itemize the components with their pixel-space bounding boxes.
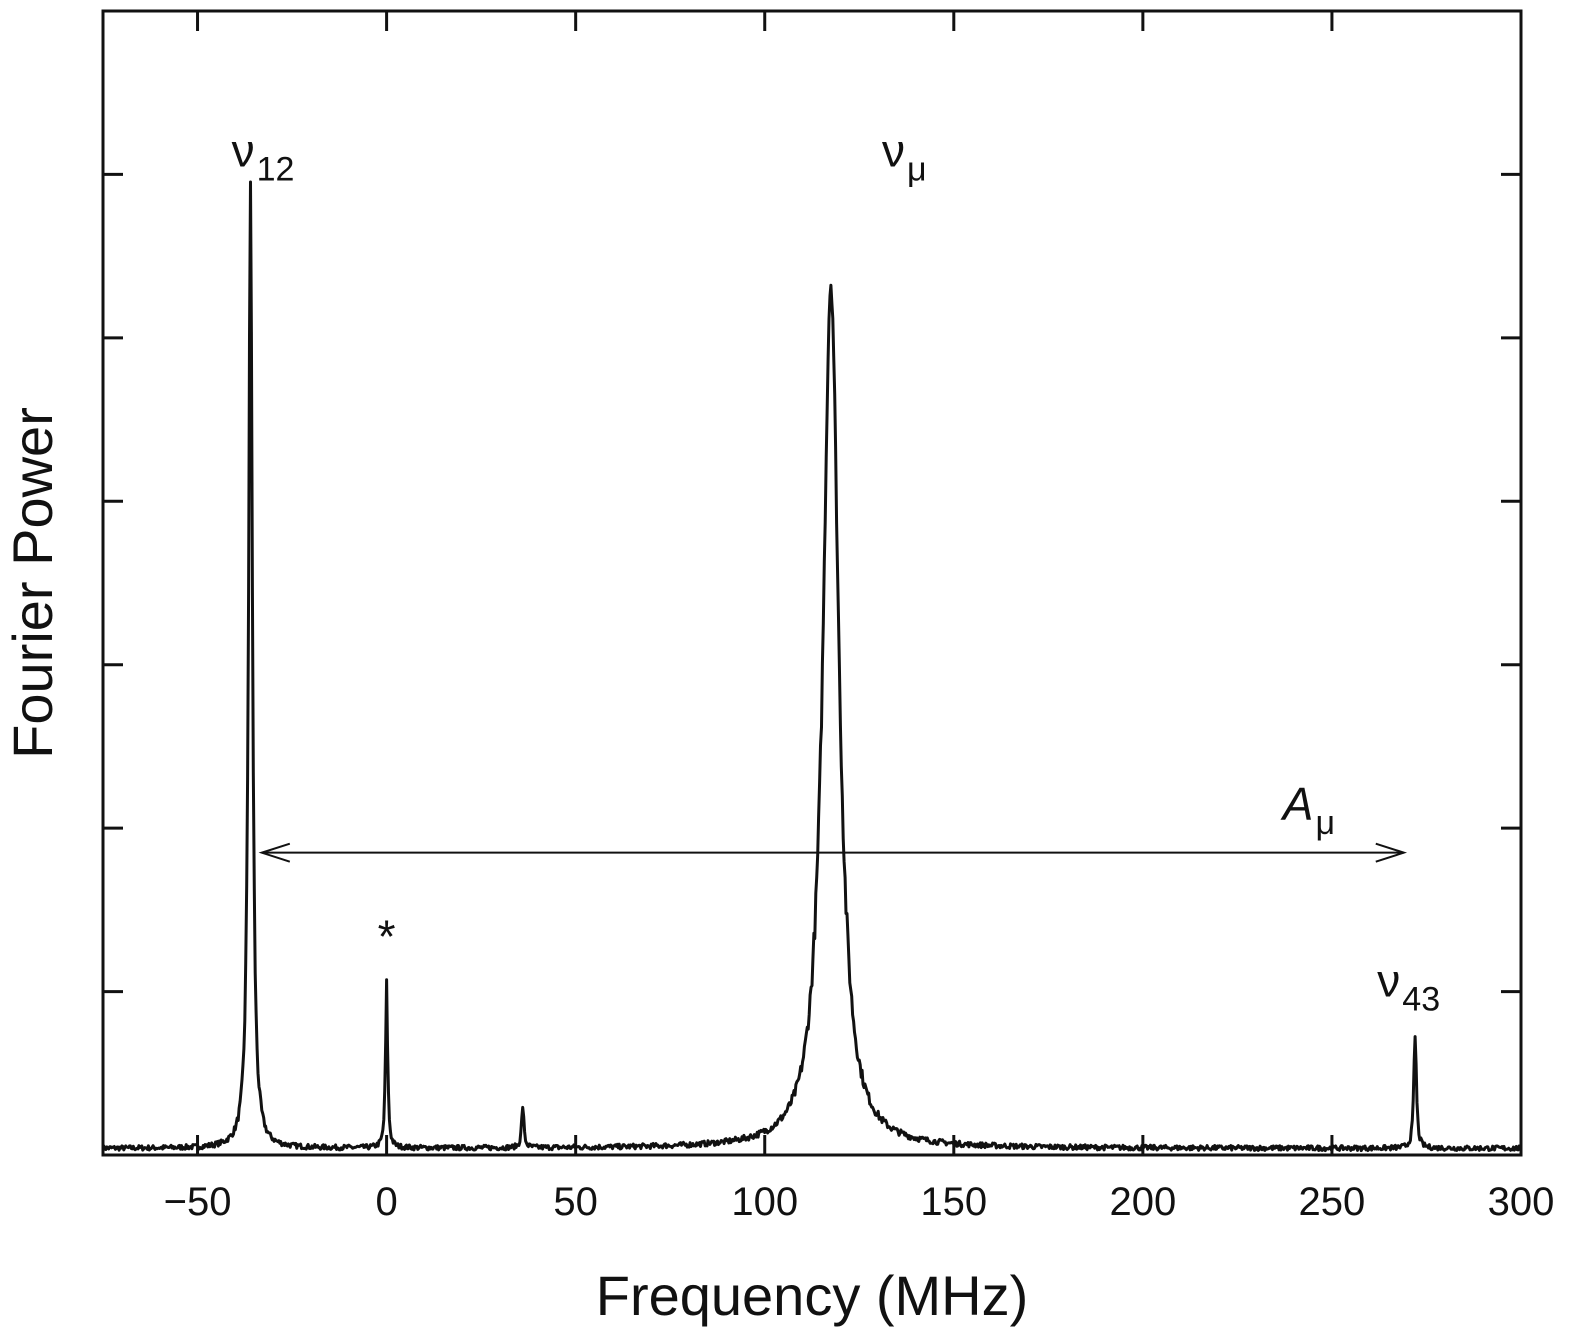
y-axis-title: Fourier Power (1, 407, 64, 759)
annotation-symbol: * (378, 910, 396, 962)
arrow-head-left (258, 842, 291, 863)
x-tick-label: 200 (1109, 1180, 1176, 1224)
annotation-subscript: μ (1315, 804, 1335, 842)
plot-frame (101, 9, 1523, 1157)
x-axis-title: Frequency (MHz) (596, 1264, 1029, 1327)
annotation-nu43: ν43 (1377, 954, 1440, 1018)
annotation-symbol: ν (1377, 954, 1400, 1006)
annotation-star: * (378, 910, 396, 962)
annotation-subscript: 43 (1402, 980, 1440, 1018)
annotation-subscript: 12 (257, 150, 295, 188)
x-tick-label: 0 (375, 1180, 397, 1224)
annotation-symbol: ν (882, 124, 905, 176)
annotation-numu: νμ (882, 124, 927, 188)
x-tick-label: 50 (553, 1180, 598, 1224)
spectrum-line (103, 180, 1521, 1153)
annotation-nu12: ν12 (232, 124, 295, 188)
x-tick-label: 100 (731, 1180, 798, 1224)
annotation-symbol: A (1280, 778, 1314, 830)
x-tick-label: −50 (164, 1180, 232, 1224)
annotation-symbol: ν (232, 124, 255, 176)
x-tick-label: 150 (920, 1180, 987, 1224)
annotation-amu: Aμ (1280, 778, 1335, 842)
annotation-subscript: μ (907, 150, 927, 188)
arrow-head-right (1375, 842, 1408, 863)
x-tick-label: 300 (1488, 1180, 1555, 1224)
x-tick-label: 250 (1299, 1180, 1366, 1224)
